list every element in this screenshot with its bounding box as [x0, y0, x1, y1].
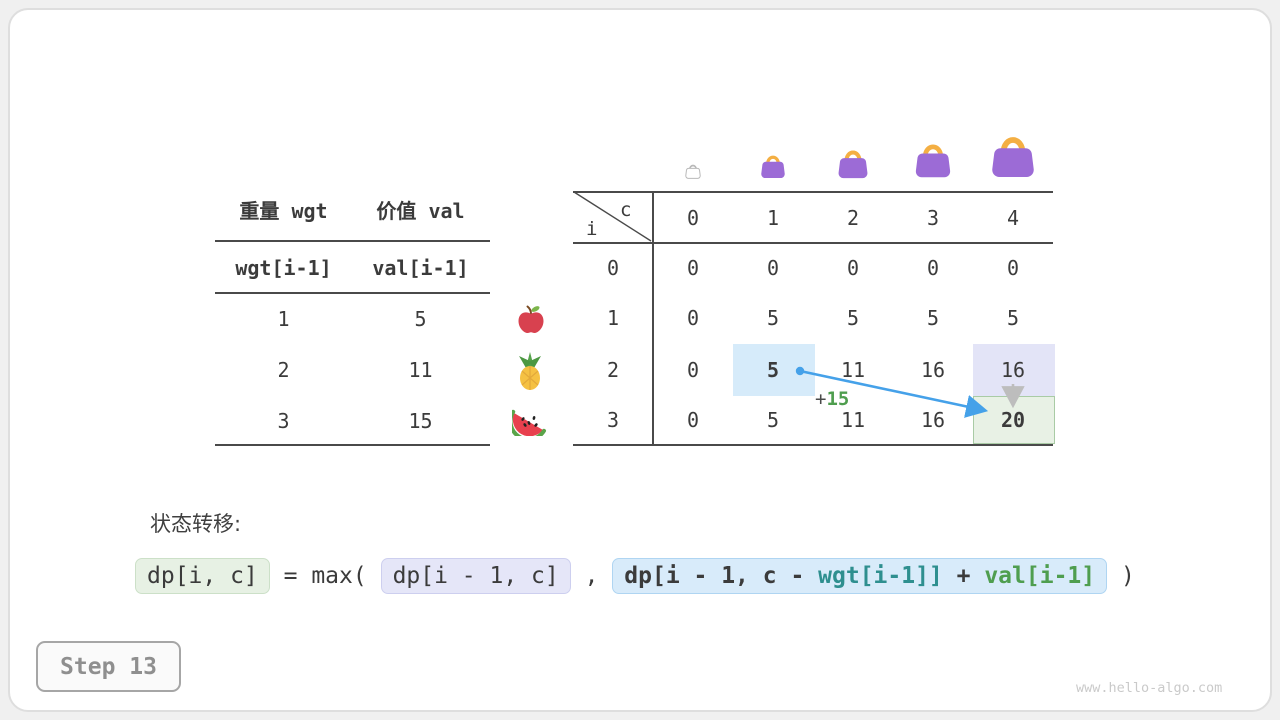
dp-row-label: 3	[606, 408, 620, 432]
item1-weight: 1	[277, 307, 290, 331]
step-badge: Step 13	[36, 641, 181, 692]
dp-col-header: 2	[846, 206, 860, 230]
corner-row-var: i	[586, 218, 598, 240]
dp-cell: 16	[920, 408, 946, 432]
value-column-header: 价值 val	[376, 199, 465, 223]
item1-value: 5	[414, 307, 427, 331]
dp-cell: 0	[846, 256, 860, 280]
items-table-row-1: 1 5	[215, 306, 489, 332]
dp-cell: 0	[686, 358, 700, 382]
pineapple-icon	[514, 351, 546, 395]
formula-arg2-val: val[i-1]	[984, 563, 1096, 589]
items-table-var-row: wgt[i-1] val[i-1]	[215, 255, 489, 281]
dp-col-header: 4	[1006, 206, 1020, 230]
formula-arg2-wgt: wgt[i-1]]	[818, 563, 943, 589]
formula-close-paren: )	[1107, 563, 1135, 589]
dp-cell-above: 16	[1000, 358, 1026, 382]
added-value-annotation: +15	[815, 390, 849, 409]
formula-arg2-box: dp[i - 1, c - wgt[i-1]] + val[i-1]	[612, 558, 1108, 594]
dp-cell: 0	[766, 256, 780, 280]
items-table-mid-rule	[215, 292, 490, 294]
dp-cell: 0	[686, 306, 700, 330]
dp-row-2: 2 0 5 11 16 16	[573, 357, 1053, 383]
formula-max-operator: = max(	[269, 563, 381, 589]
items-table-row-3: 3 15	[215, 408, 489, 434]
step-badge-label: Step 13	[60, 653, 157, 680]
plus-sign: +	[815, 388, 827, 410]
dp-col-header: 0	[686, 206, 700, 230]
item2-value: 11	[408, 358, 433, 382]
dp-row-0: 0 0 0 0 0 0	[573, 255, 1053, 281]
dp-row-label: 2	[606, 358, 620, 382]
items-table-header: 重量 wgt 价值 val	[215, 198, 489, 224]
dp-table-vertical-rule	[652, 191, 654, 446]
state-transition-formula: dp[i, c] = max( dp[i - 1, c] , dp[i - 1,…	[135, 558, 1135, 594]
dp-cell: 5	[1006, 306, 1020, 330]
wgt-var-label: wgt[i-1]	[235, 256, 332, 280]
state-transition-label: 状态转移:	[150, 512, 242, 536]
dp-cell-source: 5	[766, 358, 780, 382]
dp-cell: 11	[840, 358, 866, 382]
bag-small-icon	[760, 150, 786, 183]
apple-icon	[517, 304, 545, 338]
formula-arg2-plus: +	[942, 563, 985, 589]
added-value: 15	[826, 388, 850, 410]
dp-table-bottom-rule	[573, 444, 1053, 446]
dp-cell: 5	[766, 306, 780, 330]
dp-row-3: 3 0 5 11 16 20	[573, 407, 1053, 433]
dp-table-top-rule	[573, 191, 1053, 193]
dp-cell-result: 20	[1000, 408, 1026, 432]
bag-large-icon	[914, 136, 952, 183]
formula-comma: ,	[570, 563, 613, 589]
formula-arg1-box: dp[i - 1, c]	[380, 558, 571, 594]
item3-weight: 3	[277, 409, 290, 433]
formula-arg2-head: dp[i - 1, c -	[624, 563, 819, 589]
bag-medium-icon	[837, 144, 869, 183]
bag-empty-icon	[685, 161, 701, 183]
dp-cell: 0	[686, 408, 700, 432]
items-table-top-rule	[215, 240, 490, 242]
dp-row-1: 1 0 5 5 5 5	[573, 305, 1053, 331]
items-table-bottom-rule	[215, 444, 490, 446]
watermelon-icon	[508, 406, 548, 442]
item2-weight: 2	[277, 358, 290, 382]
site-watermark: www.hello-algo.com	[1076, 680, 1223, 696]
val-var-label: val[i-1]	[372, 256, 469, 280]
items-table-row-2: 2 11	[215, 357, 489, 383]
dp-cell: 5	[846, 306, 860, 330]
dp-cell: 5	[926, 306, 940, 330]
formula-lhs-box: dp[i, c]	[135, 558, 270, 594]
dp-header-row: 0 1 2 3 4	[653, 205, 1053, 231]
item3-value: 15	[408, 409, 433, 433]
bag-xlarge-icon	[990, 127, 1036, 183]
dp-cell: 0	[926, 256, 940, 280]
dp-col-header: 1	[766, 206, 780, 230]
diagram-card	[8, 8, 1272, 712]
dp-cell: 5	[766, 408, 780, 432]
weight-column-header: 重量 wgt	[239, 199, 328, 223]
dp-cell: 0	[1006, 256, 1020, 280]
dp-col-header: 3	[926, 206, 940, 230]
dp-row-label: 1	[606, 306, 620, 330]
dp-cell: 11	[840, 408, 866, 432]
corner-col-var: c	[620, 199, 632, 221]
dp-table-header-rule	[573, 242, 1053, 244]
dp-cell: 16	[920, 358, 946, 382]
dp-cell: 0	[686, 256, 700, 280]
dp-row-label: 0	[606, 256, 620, 280]
